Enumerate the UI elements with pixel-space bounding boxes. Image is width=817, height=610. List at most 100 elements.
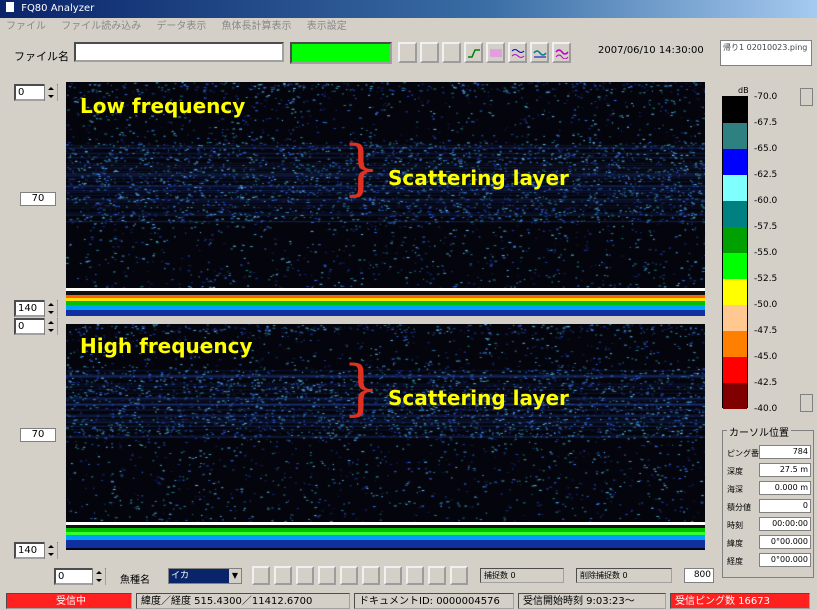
- cursor-time-value: 00:00:00: [759, 517, 811, 531]
- chevron-down-icon[interactable]: ▼: [229, 569, 241, 583]
- color-swatch: [723, 383, 747, 409]
- low-depth-bottom-spinner[interactable]: 140: [14, 300, 58, 317]
- high-frequency-echogram[interactable]: High frequency } Scattering layer: [66, 324, 705, 530]
- info-box: 帰り1 02010023.ping: [720, 40, 812, 66]
- file-name-label: ファイル名: [14, 50, 69, 63]
- color-swatch: [723, 97, 747, 123]
- status-indicator: [290, 42, 392, 64]
- toolbar-button-2[interactable]: [420, 42, 439, 63]
- high-frequency-label: High frequency: [80, 334, 253, 358]
- color-swatch: [723, 253, 747, 279]
- color-scale-label: -45.0: [754, 352, 778, 362]
- bottom-spinner[interactable]: 0: [54, 568, 106, 585]
- low-frequency-echogram[interactable]: Low frequency } Scattering layer: [66, 82, 705, 288]
- menu-fish-length[interactable]: 魚体長計算表示: [221, 21, 292, 32]
- colorbar-bottom-spinner[interactable]: [800, 394, 813, 412]
- color-swatch: [723, 227, 747, 253]
- color-scale-label: -42.5: [754, 378, 778, 388]
- spinner-arrows-icon[interactable]: [44, 300, 57, 317]
- toolbar-button-4[interactable]: [464, 42, 483, 63]
- toolbar-button-3[interactable]: [442, 42, 461, 63]
- high-depth-bottom-spinner[interactable]: 140: [14, 542, 58, 559]
- cursor-time-label: 時刻: [727, 521, 743, 530]
- low-frequency-label: Low frequency: [80, 94, 246, 118]
- toolbar-button-5[interactable]: [486, 42, 505, 63]
- bottom-tool-button-8[interactable]: [406, 566, 424, 585]
- high-echogram-canvas: [66, 324, 705, 530]
- cursor-row-integral: 積分値 0: [727, 499, 811, 515]
- cursor-row-ping: ピング番号 784: [727, 445, 811, 461]
- bottom-tool-button-6[interactable]: [362, 566, 380, 585]
- bottom-tool-button-3[interactable]: [296, 566, 314, 585]
- color-swatch: [723, 279, 747, 305]
- low-scattering-layer-label: Scattering layer: [388, 166, 569, 190]
- color-scale-label: -50.0: [754, 300, 778, 310]
- spinner-arrows-icon[interactable]: [44, 84, 57, 101]
- spinner-arrows-icon[interactable]: [44, 542, 57, 559]
- cursor-latitude-value: 0°00.000: [759, 535, 811, 549]
- color-scale-label: -55.0: [754, 248, 778, 258]
- purple-wave-icon: [489, 48, 502, 57]
- line-wave-icon: [467, 48, 480, 58]
- cursor-position-group: カーソル位置 ピング番号 784 深度 27.5 m 海深 0.000 m 積分…: [722, 424, 814, 578]
- color-scale-label: -62.5: [754, 170, 778, 180]
- bottom-tool-button-2[interactable]: [274, 566, 292, 585]
- menu-bar: ファイル ファイル読み込み データ表示 魚体長計算表示 表示設定: [0, 19, 817, 35]
- low-echogram-canvas: [66, 82, 705, 288]
- status-bar: 受信中 緯度／経度 515.4300／11412.6700 ドキュメントID: …: [0, 592, 817, 610]
- color-swatch: [723, 201, 747, 227]
- color-scale-label: -65.0: [754, 144, 778, 154]
- toolbar-button-1[interactable]: [398, 42, 417, 63]
- toolbar-button-7[interactable]: [530, 42, 549, 63]
- bottom-tool-button-1[interactable]: [252, 566, 270, 585]
- color-scale-label: -52.5: [754, 274, 778, 284]
- start-time-status: 受信開始時刻 9:03:23～: [518, 593, 666, 609]
- high-depth-mid: 70: [20, 428, 56, 442]
- high-depth-top-spinner[interactable]: 0: [14, 318, 58, 335]
- fish-species-value: イカ: [171, 571, 190, 581]
- cursor-longitude-value: 0°00.000: [759, 553, 811, 567]
- menu-file-load[interactable]: ファイル読み込み: [61, 21, 142, 32]
- low-seabed-strip: [66, 288, 705, 316]
- high-layer-brace: }: [342, 353, 381, 423]
- dual-wave-icon: [511, 48, 524, 58]
- bottom-tool-button-9[interactable]: [428, 566, 446, 585]
- file-name-input[interactable]: [74, 42, 284, 62]
- toolbar-button-8[interactable]: [552, 42, 571, 63]
- fish-species-select[interactable]: イカ ▼: [168, 568, 242, 584]
- cursor-row-latitude: 緯度 0°00.000: [727, 535, 811, 551]
- low-layer-brace: }: [342, 133, 381, 203]
- bottom-tool-button-4[interactable]: [318, 566, 336, 585]
- receiving-status: 受信中: [6, 593, 132, 609]
- color-swatch: [723, 149, 747, 175]
- toolbar-button-6[interactable]: [508, 42, 527, 63]
- color-scale-label: -70.0: [754, 92, 778, 102]
- cursor-depth-value: 27.5 m: [759, 463, 811, 477]
- color-swatch: [723, 123, 747, 149]
- spinner-arrows-icon[interactable]: [92, 568, 105, 585]
- window-title: FQ80 Analyzer: [21, 3, 95, 14]
- color-swatch: [723, 357, 747, 383]
- bottom-tool-button-5[interactable]: [340, 566, 358, 585]
- bottom-tool-button-10[interactable]: [450, 566, 468, 585]
- deleted-capture-count: 削除捕捉数 0: [576, 568, 672, 583]
- latlon-status: 緯度／経度 515.4300／11412.6700: [136, 593, 350, 609]
- cursor-ping-label: ピング番号: [727, 449, 767, 458]
- spinner-arrows-icon[interactable]: [44, 318, 57, 335]
- menu-file[interactable]: ファイル: [6, 21, 46, 32]
- capture-count: 捕捉数 0: [480, 568, 564, 583]
- color-scale-label: -40.0: [754, 404, 778, 414]
- low-depth-bottom-value: 140: [18, 303, 38, 314]
- low-depth-top-spinner[interactable]: 0: [14, 84, 58, 101]
- color-swatch: [723, 305, 747, 331]
- color-swatch: [723, 175, 747, 201]
- color-scale-label: -67.5: [754, 118, 778, 128]
- high-depth-top-value: 0: [18, 321, 25, 332]
- cursor-integral-value: 0: [759, 499, 811, 513]
- menu-data-display[interactable]: データ表示: [156, 21, 207, 32]
- high-scattering-layer-label: Scattering layer: [388, 386, 569, 410]
- colorbar-top-spinner[interactable]: [800, 88, 813, 106]
- bottom-tool-button-7[interactable]: [384, 566, 402, 585]
- menu-display-settings[interactable]: 表示設定: [306, 21, 347, 32]
- color-scale-bar: [722, 96, 748, 409]
